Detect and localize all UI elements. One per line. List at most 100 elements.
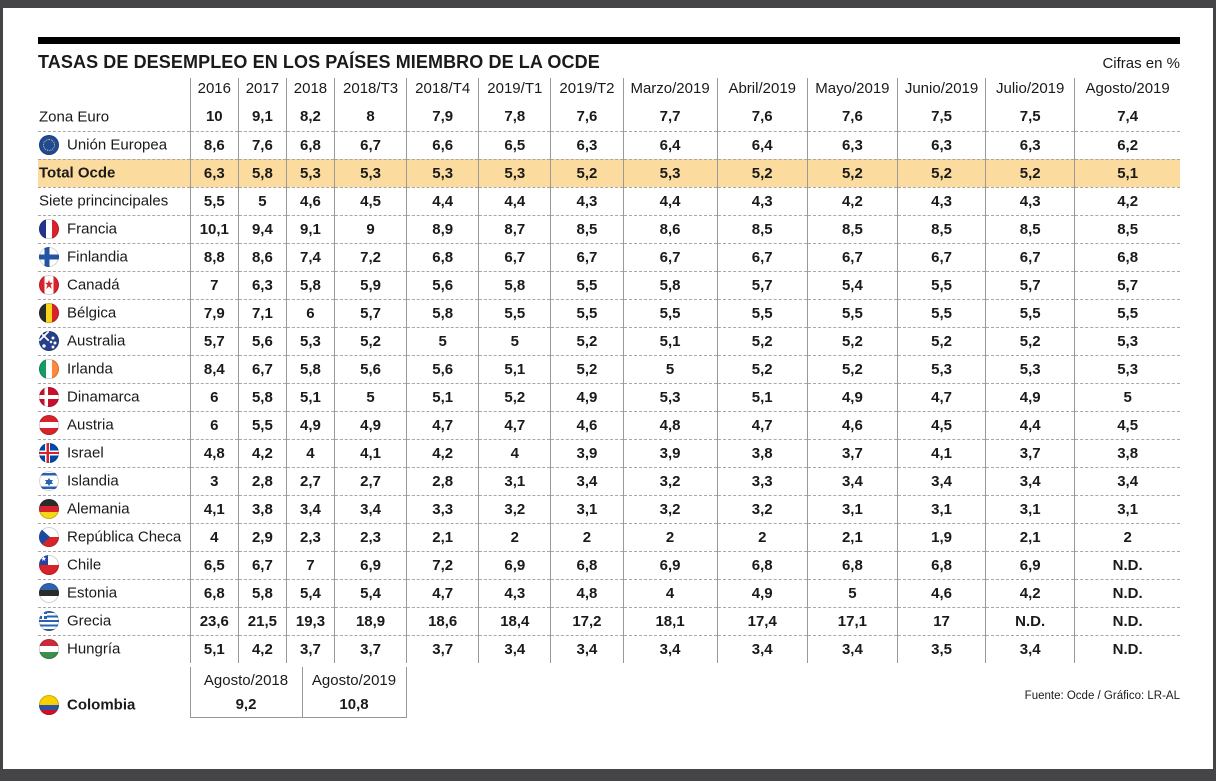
value-cell: N.D.: [1074, 606, 1180, 635]
value-cell: 6,3: [237, 270, 287, 299]
value-cell: 6,3: [896, 130, 986, 159]
value-cell: 5,8: [285, 270, 335, 299]
value-cell: 5,5: [622, 298, 718, 327]
units-note: Cifras en %: [1102, 55, 1180, 72]
value-cell: 5,3: [406, 158, 479, 187]
value-cell: 9,4: [237, 214, 287, 243]
value-cell: 4: [189, 522, 239, 551]
column-header-2017: 2017: [237, 78, 287, 103]
value-cell: 4,5: [333, 186, 407, 215]
value-cell: 4,3: [896, 186, 986, 215]
value-cell: 4,3: [550, 186, 623, 215]
value-cell: 4,1: [896, 438, 986, 467]
eu-flag-icon: [39, 135, 59, 155]
row-label-text: Siete princincipales: [39, 192, 169, 210]
value-cell: 4: [285, 438, 335, 467]
value-cell: 4,9: [985, 382, 1075, 411]
value-cell: 5,3: [333, 158, 407, 187]
value-cell: 5,6: [406, 270, 479, 299]
value-cell: 5,7: [333, 298, 407, 327]
table-row-australia: Australia 5,7 5,6 5,3 5,2 5 5 5,2 5,1 5,2 5,2 5,2 5,…: [38, 326, 1180, 355]
value-cell: 2,3: [285, 522, 335, 551]
value-cell: 4,4: [622, 186, 718, 215]
value-cell: 3,7: [806, 438, 898, 467]
source-credit: Fuente: Ocde / Gráfico: LR-AL: [1024, 689, 1180, 702]
value-cell: 4,6: [285, 186, 335, 215]
value-cell: 2,1: [985, 522, 1075, 551]
value-cell: 2,8: [237, 466, 287, 495]
value-cell: 3,4: [985, 466, 1075, 495]
value-cell: 6,2: [1074, 130, 1180, 159]
value-cell: 4,2: [237, 634, 287, 663]
value-cell: 7,6: [550, 103, 623, 131]
value-cell: 5,2: [806, 354, 898, 383]
row-label-text: Estonia: [67, 584, 118, 602]
value-cell: 7,6: [237, 130, 287, 159]
row-label-text: Austria: [67, 416, 114, 434]
row-label: Bélgica: [38, 298, 191, 327]
value-cell: 3,4: [1074, 466, 1180, 495]
value-cell: N.D.: [985, 606, 1075, 635]
value-cell: 6,9: [985, 550, 1075, 579]
unemployment-table: 2016 2017 2018 2018/T3 2018/T4 2019/T1 2019/T2…: [38, 78, 1180, 663]
austria-flag-icon: [39, 415, 59, 435]
value-cell: 9: [333, 214, 407, 243]
colombia-column-header-agosto-2018: Agosto/2018: [189, 667, 302, 693]
value-cell: 7,8: [478, 103, 551, 131]
value-cell: 4,7: [896, 382, 986, 411]
column-header-2016: 2016: [189, 78, 239, 103]
value-cell: 10,1: [189, 214, 239, 243]
value-cell: 5,2: [478, 382, 551, 411]
row-label: Francia: [38, 214, 191, 243]
row-label-text: Islandia: [67, 472, 119, 490]
value-cell: 2: [478, 522, 551, 551]
value-cell: 4,7: [716, 410, 808, 439]
value-cell: 7,5: [896, 103, 986, 131]
value-cell: 6,8: [1074, 242, 1180, 271]
value-cell: 6,7: [716, 242, 808, 271]
value-cell: 5,2: [716, 326, 808, 355]
value-cell: 7,5: [985, 103, 1075, 131]
title-bar: TASAS DE DESEMPLEO EN LOS PAÍSES MIEMBRO…: [38, 52, 1180, 73]
table-row-islandia: Islandia 3 2,8 2,7 2,7 2,8 3,1 3,4 3,2 3,3 3,4 3,4 3…: [38, 466, 1180, 495]
value-cell: 5,5: [550, 298, 623, 327]
value-cell: 4,2: [237, 438, 287, 467]
value-cell: 2: [716, 522, 808, 551]
chile-flag-icon: [39, 555, 59, 575]
row-label: Zona Euro: [38, 103, 190, 131]
row-label-text: Canadá: [67, 276, 120, 294]
value-cell: 5,2: [333, 326, 407, 355]
row-label-text: Chile: [67, 556, 102, 574]
value-cell: 3,4: [550, 466, 623, 495]
value-cell: 17,1: [806, 606, 898, 635]
israel-flag-icon: [39, 471, 59, 491]
value-cell: 5,2: [550, 354, 623, 383]
greece-flag-icon: [39, 611, 59, 631]
value-cell: 6,9: [478, 550, 551, 579]
value-cell: 18,6: [406, 606, 479, 635]
page-title: TASAS DE DESEMPLEO EN LOS PAÍSES MIEMBRO…: [38, 52, 600, 72]
row-label-text: Dinamarca: [67, 388, 140, 406]
value-cell: 2,7: [285, 466, 335, 495]
value-cell: 18,1: [622, 606, 718, 635]
value-cell: 5,4: [333, 578, 407, 607]
value-cell: 8,5: [985, 214, 1075, 243]
row-label: República Checa: [38, 522, 191, 551]
bottom-row: Agosto/2018 Agosto/2019 Colombia 9,2 10,8 Fu…: [38, 667, 1180, 718]
value-cell: 5,4: [806, 270, 898, 299]
row-label: Alemania: [38, 494, 191, 523]
row-label: Grecia: [38, 606, 191, 635]
colombia-flag-icon: [39, 695, 59, 715]
value-cell: 5,5: [478, 298, 551, 327]
value-cell: 5,3: [622, 382, 718, 411]
value-cell: 4,3: [716, 186, 808, 215]
value-cell: 4,9: [333, 410, 407, 439]
value-cell: 8,7: [478, 214, 551, 243]
value-cell: 6,7: [985, 242, 1075, 271]
value-cell: 4,4: [985, 410, 1075, 439]
value-cell: 6,3: [806, 130, 898, 159]
value-cell: 5,3: [985, 354, 1075, 383]
value-cell: 4,6: [550, 410, 623, 439]
table-row-finlandia: Finlandia 8,8 8,6 7,4 7,2 6,8 6,7 6,7 6,7 6,7 6,7 6…: [38, 242, 1180, 271]
value-cell: 5,5: [550, 270, 623, 299]
